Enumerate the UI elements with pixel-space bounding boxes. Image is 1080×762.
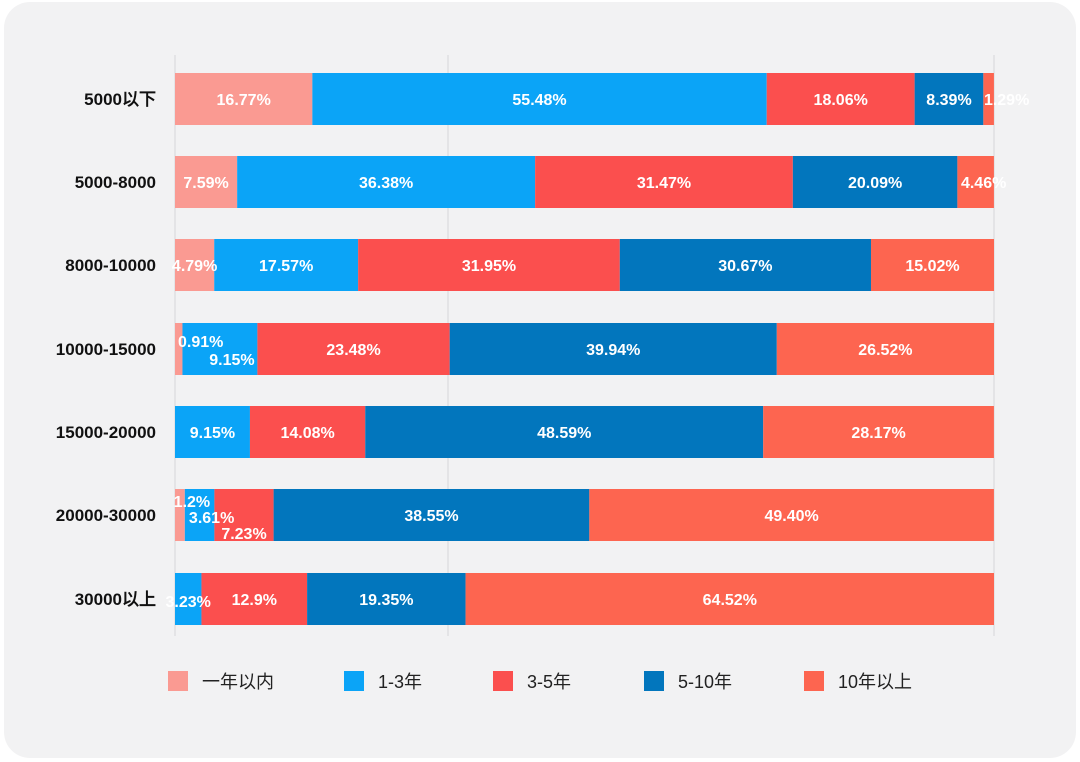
data-label: 39.94%: [586, 342, 640, 359]
data-label: 55.48%: [512, 92, 566, 109]
data-label: 7.23%: [221, 526, 266, 543]
data-label: 38.55%: [404, 508, 458, 525]
category-label: 20000-30000: [56, 506, 156, 525]
bar-segment: [766, 73, 915, 125]
data-label: 30.67%: [718, 258, 772, 275]
category-label: 15000-20000: [56, 423, 156, 442]
bar-segment: [214, 239, 359, 291]
bar-segment: [175, 489, 185, 541]
legend-item: 5-10年: [644, 671, 732, 692]
chart-panel: [4, 2, 1076, 758]
data-label: 12.9%: [232, 592, 277, 609]
bar-segment: [589, 489, 994, 541]
data-label: 18.06%: [814, 92, 868, 109]
data-label: 9.15%: [190, 425, 235, 442]
data-label: 3.23%: [166, 594, 211, 611]
legend-item: 1-3年: [344, 671, 422, 692]
bar-segment: [312, 73, 767, 125]
bar-segment: [358, 239, 620, 291]
data-label: 1.2%: [174, 494, 210, 511]
legend: 一年以内 1-3年 3-5年 5-10年 10年以上: [168, 671, 912, 692]
legend-swatch: [644, 671, 664, 691]
data-label: 4.46%: [961, 175, 1006, 192]
bar-segment: [249, 406, 366, 458]
data-label: 15.02%: [905, 258, 959, 275]
bar-segment: [182, 323, 258, 375]
data-label: 17.57%: [259, 258, 313, 275]
data-label: 20.09%: [848, 175, 902, 192]
legend-label: 1-3年: [378, 672, 422, 692]
data-labels: 16.77% 55.48% 18.06% 8.39% 1.29% 7.59% 36.38% 3…: [166, 92, 1030, 611]
bar-segment: [957, 156, 994, 208]
bar-segment: [214, 489, 274, 541]
bar-segment: [175, 573, 202, 625]
bar-segment: [175, 406, 250, 458]
category-label: 10000-15000: [56, 340, 156, 359]
bar-segment: [465, 573, 995, 625]
data-label: 23.48%: [326, 342, 380, 359]
data-label: 28.17%: [851, 425, 905, 442]
bar-segment: [257, 323, 450, 375]
category-label: 5000以下: [84, 90, 156, 109]
data-label: 9.15%: [209, 352, 254, 369]
category-labels: 5000以下 5000-8000 8000-10000 10000-15000 1500…: [56, 90, 156, 609]
bar-segment: [914, 73, 984, 125]
legend-label: 10年以上: [838, 672, 912, 692]
bar-segment: [870, 239, 994, 291]
bar-segment: [307, 573, 466, 625]
bar-segment: [792, 156, 958, 208]
legend-label: 一年以内: [202, 672, 274, 692]
bar-segment: [184, 489, 215, 541]
bar-segments: [175, 73, 995, 625]
bar-segment: [535, 156, 793, 208]
bar-segment: [175, 323, 183, 375]
bar-segment: [273, 489, 590, 541]
bar-segment: [175, 73, 313, 125]
data-label: 48.59%: [537, 425, 591, 442]
data-label: 8.39%: [926, 92, 971, 109]
bar-segment: [449, 323, 777, 375]
data-label: 1.29%: [984, 92, 1029, 109]
legend-swatch: [168, 671, 188, 691]
bar-segment: [763, 406, 994, 458]
legend-label: 5-10年: [678, 672, 732, 692]
data-label: 64.52%: [703, 592, 757, 609]
data-label: 3.61%: [189, 510, 234, 527]
category-label: 30000以上: [75, 590, 156, 609]
data-label: 16.77%: [217, 92, 271, 109]
category-label: 8000-10000: [65, 256, 156, 275]
data-label: 26.52%: [858, 342, 912, 359]
bar-segment: [983, 73, 994, 125]
bar-segment: [175, 156, 238, 208]
bar-segment: [776, 323, 994, 375]
bar-segment: [619, 239, 871, 291]
legend-swatch: [344, 671, 364, 691]
legend-item: 一年以内: [168, 671, 274, 692]
bar-segment: [201, 573, 308, 625]
bar-segment: [365, 406, 764, 458]
data-label: 0.91%: [178, 334, 223, 351]
legend-label: 3-5年: [527, 672, 571, 692]
category-label: 5000-8000: [75, 173, 156, 192]
legend-swatch: [804, 671, 824, 691]
bar-segment: [237, 156, 536, 208]
legend-item: 10年以上: [804, 671, 912, 692]
bar-segment: [175, 239, 215, 291]
data-label: 49.40%: [764, 508, 818, 525]
data-label: 19.35%: [359, 592, 413, 609]
legend-item: 3-5年: [493, 671, 571, 692]
data-label: 36.38%: [359, 175, 413, 192]
data-label: 31.95%: [462, 258, 516, 275]
data-label: 7.59%: [183, 175, 228, 192]
data-label: 14.08%: [280, 425, 334, 442]
data-label: 31.47%: [637, 175, 691, 192]
data-label: 4.79%: [172, 258, 217, 275]
legend-swatch: [493, 671, 513, 691]
